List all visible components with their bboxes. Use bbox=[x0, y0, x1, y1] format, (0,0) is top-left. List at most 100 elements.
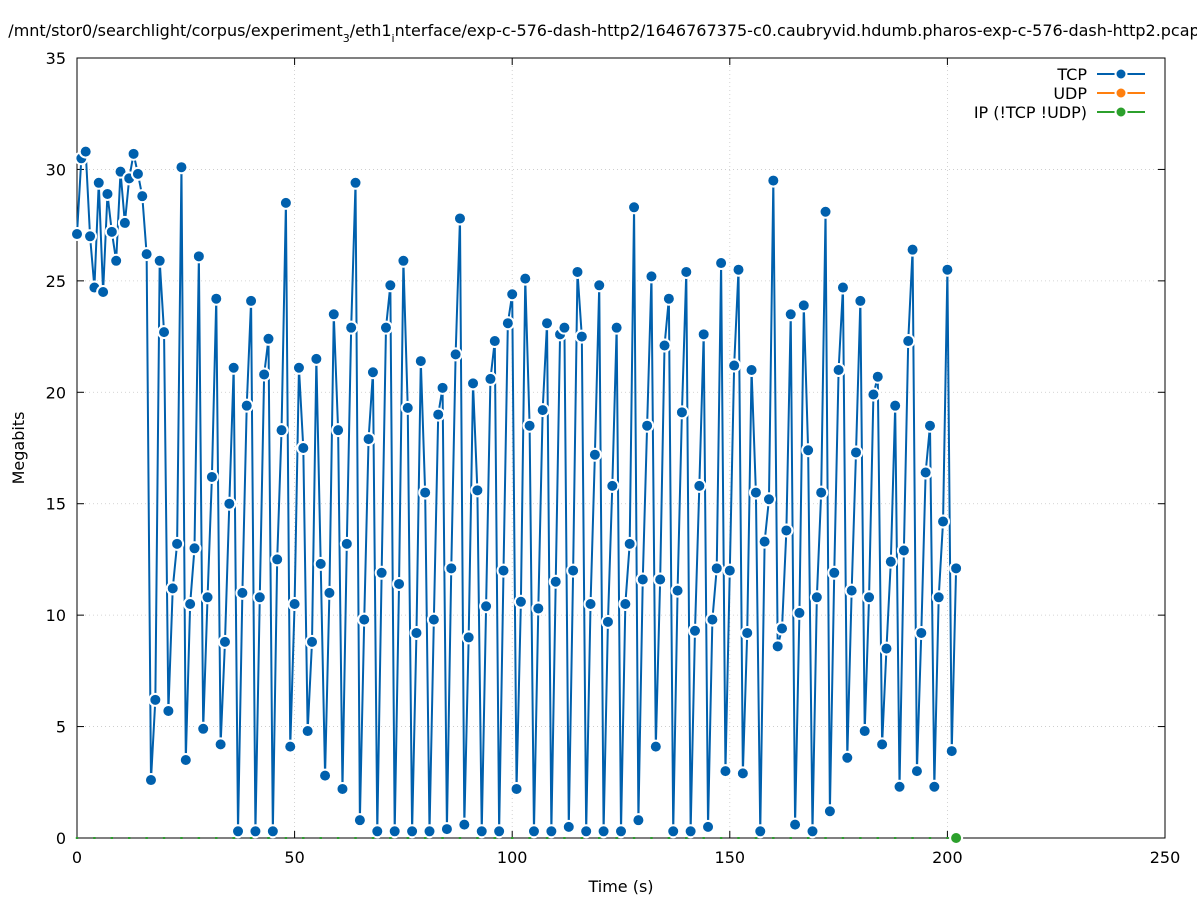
data-point bbox=[744, 363, 759, 377]
data-point bbox=[605, 478, 620, 493]
data-point bbox=[931, 590, 946, 605]
data-point bbox=[461, 630, 476, 645]
data-point bbox=[618, 597, 633, 611]
data-point bbox=[170, 536, 185, 551]
data-point bbox=[670, 583, 685, 598]
data-point bbox=[840, 750, 855, 765]
data-point bbox=[740, 625, 755, 640]
data-point bbox=[783, 307, 798, 322]
data-point bbox=[853, 293, 868, 308]
data-point bbox=[831, 363, 846, 377]
data-point bbox=[300, 724, 315, 739]
data-point bbox=[792, 605, 807, 620]
data-point bbox=[261, 331, 276, 346]
data-point bbox=[622, 536, 637, 551]
data-point bbox=[409, 625, 424, 640]
data-point bbox=[444, 561, 459, 576]
data-point bbox=[278, 195, 293, 210]
data-point bbox=[126, 146, 141, 161]
data-point bbox=[191, 249, 206, 264]
data-point bbox=[352, 813, 367, 828]
data-point bbox=[231, 824, 246, 839]
legend-label: IP (!TCP !UDP) bbox=[974, 103, 1087, 122]
data-point bbox=[505, 287, 520, 302]
data-point bbox=[309, 351, 324, 366]
y-tick-label: 25 bbox=[46, 272, 66, 291]
data-point bbox=[157, 325, 172, 340]
data-point bbox=[827, 565, 842, 580]
data-point bbox=[579, 824, 594, 839]
data-point bbox=[466, 376, 481, 391]
data-point bbox=[487, 334, 502, 349]
data-point bbox=[766, 173, 781, 188]
data-point bbox=[648, 739, 663, 754]
series-0 bbox=[70, 144, 964, 839]
data-point bbox=[922, 418, 937, 433]
data-point bbox=[339, 536, 354, 551]
data-point bbox=[374, 565, 389, 580]
y-tick-label: 30 bbox=[46, 160, 66, 179]
data-point bbox=[291, 360, 306, 375]
data-point bbox=[148, 692, 163, 707]
data-point bbox=[727, 358, 742, 373]
data-point bbox=[574, 329, 589, 344]
data-point bbox=[805, 824, 820, 839]
data-point bbox=[344, 320, 359, 335]
data-point bbox=[657, 338, 672, 353]
data-point bbox=[165, 581, 180, 596]
data-point bbox=[561, 819, 576, 834]
legend-marker bbox=[1114, 86, 1128, 100]
data-point bbox=[757, 534, 772, 549]
axis-ticks: 0 50 100 150 200 250 0 5 10 15 20 25 30 35 bbox=[46, 49, 1181, 867]
data-point bbox=[474, 824, 489, 839]
data-point bbox=[844, 583, 859, 598]
data-point bbox=[452, 211, 467, 226]
x-tick-label: 0 bbox=[72, 848, 82, 867]
data-point bbox=[100, 186, 115, 201]
data-point bbox=[753, 824, 768, 839]
data-point bbox=[888, 398, 903, 413]
y-tick-label: 35 bbox=[46, 49, 66, 68]
data-point bbox=[152, 253, 167, 268]
data-point bbox=[540, 316, 555, 331]
data-point bbox=[609, 320, 624, 335]
data-point bbox=[413, 354, 428, 369]
data-point bbox=[705, 612, 720, 627]
data-point bbox=[313, 556, 328, 571]
data-point bbox=[914, 625, 929, 640]
data-point bbox=[448, 347, 463, 362]
data-point bbox=[283, 739, 298, 754]
data-point bbox=[470, 483, 485, 498]
data-point bbox=[796, 298, 811, 313]
legend-marker bbox=[1114, 67, 1128, 81]
data-point bbox=[305, 634, 320, 649]
data-point bbox=[187, 541, 202, 556]
data-point bbox=[779, 523, 794, 538]
data-point bbox=[701, 819, 716, 834]
data-point bbox=[661, 291, 676, 306]
data-point bbox=[866, 387, 881, 402]
data-point bbox=[583, 597, 598, 611]
data-point bbox=[857, 724, 872, 739]
data-point bbox=[70, 227, 84, 242]
data-point bbox=[209, 291, 224, 306]
data-point bbox=[135, 189, 150, 204]
data-point bbox=[418, 485, 433, 500]
data-point bbox=[818, 204, 833, 219]
data-point bbox=[492, 824, 507, 839]
data-point bbox=[357, 612, 372, 627]
data-point bbox=[500, 316, 515, 331]
data-point bbox=[496, 563, 511, 578]
legend-label: UDP bbox=[1053, 84, 1087, 103]
data-point bbox=[614, 824, 628, 839]
data-point bbox=[718, 764, 733, 779]
data-point bbox=[526, 824, 541, 839]
data-point bbox=[722, 563, 737, 578]
data-point bbox=[518, 271, 533, 286]
data-point bbox=[174, 160, 189, 175]
data-point bbox=[270, 552, 285, 567]
data-point bbox=[204, 469, 219, 484]
data-point bbox=[927, 779, 942, 794]
data-point bbox=[522, 418, 537, 433]
